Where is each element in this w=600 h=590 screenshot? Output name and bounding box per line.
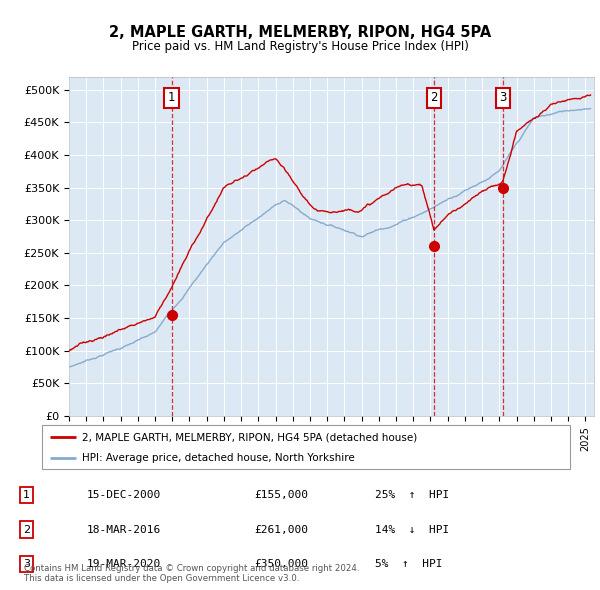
Text: 1: 1	[23, 490, 30, 500]
Text: £350,000: £350,000	[254, 559, 308, 569]
Text: 1: 1	[168, 91, 175, 104]
Text: 18-MAR-2016: 18-MAR-2016	[87, 525, 161, 535]
FancyBboxPatch shape	[42, 425, 570, 469]
Text: 3: 3	[499, 91, 506, 104]
Text: 2, MAPLE GARTH, MELMERBY, RIPON, HG4 5PA (detached house): 2, MAPLE GARTH, MELMERBY, RIPON, HG4 5PA…	[82, 432, 417, 442]
Text: 14%  ↓  HPI: 14% ↓ HPI	[375, 525, 449, 535]
Text: 2, MAPLE GARTH, MELMERBY, RIPON, HG4 5PA: 2, MAPLE GARTH, MELMERBY, RIPON, HG4 5PA	[109, 25, 491, 40]
Text: 5%  ↑  HPI: 5% ↑ HPI	[375, 559, 442, 569]
Text: HPI: Average price, detached house, North Yorkshire: HPI: Average price, detached house, Nort…	[82, 453, 355, 463]
Text: 3: 3	[23, 559, 30, 569]
Text: £155,000: £155,000	[254, 490, 308, 500]
Text: 2: 2	[430, 91, 438, 104]
Text: 19-MAR-2020: 19-MAR-2020	[87, 559, 161, 569]
Text: 2: 2	[23, 525, 30, 535]
Text: 15-DEC-2000: 15-DEC-2000	[87, 490, 161, 500]
Text: £261,000: £261,000	[254, 525, 308, 535]
Text: 25%  ↑  HPI: 25% ↑ HPI	[375, 490, 449, 500]
Text: Contains HM Land Registry data © Crown copyright and database right 2024.
This d: Contains HM Land Registry data © Crown c…	[24, 563, 359, 583]
Text: Price paid vs. HM Land Registry's House Price Index (HPI): Price paid vs. HM Land Registry's House …	[131, 40, 469, 53]
